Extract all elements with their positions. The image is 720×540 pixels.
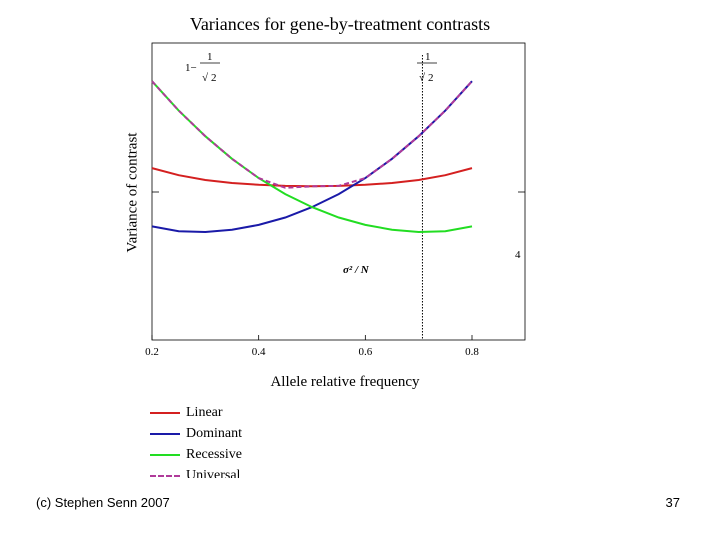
x-tick-label: 0.8 [465,346,479,358]
right-annotation-denominator: 2 [428,72,434,84]
x-tick-label: 0.6 [358,346,373,358]
footer-copyright: (c) Stephen Senn 2007 [36,495,170,510]
series-line-universal [151,80,473,189]
sigma-label: σ² / N [343,264,370,276]
plot-frame [151,42,526,341]
left-sqrt-sign: √ [202,72,209,84]
right-margin-label: 4 [515,249,521,261]
legend-label-dominant: Dominant [186,425,242,441]
legend-item-linear: Linear [150,402,250,423]
left-annotation: 1− 1 √ 2 [185,51,220,84]
legend-label-universal: Universal [186,467,241,479]
series-line-dominant [151,80,473,234]
right-annotation: 1 √ 2 [417,51,437,84]
legend-swatch-universal [150,474,180,477]
legend-label-recessive: Recessive [186,446,242,462]
x-axis-label: Allele relative frequency [270,374,420,390]
axis-ticks [151,335,473,340]
left-annotation-numerator: 1 [207,51,213,63]
legend: Linear Dominant Recessive Universal [150,402,250,478]
legend-swatch-recessive [150,453,180,456]
chart-title: Variances for gene-by-treatment contrast… [189,14,491,34]
right-annotation-numerator: 1 [425,51,431,63]
right-sqrt-sign: √ [419,72,426,84]
series-line-linear [151,167,473,188]
x-tick-label: 0.4 [251,346,266,358]
page-number: 37 [665,495,680,510]
legend-item-universal: Universal [150,465,250,478]
legend-label-linear: Linear [186,404,223,420]
legend-item-dominant: Dominant [150,423,250,444]
legend-swatch-dominant [150,432,180,435]
legend-swatch-linear [150,411,180,414]
x-tick-label: 0.2 [145,346,159,358]
legend-item-recessive: Recessive [150,444,250,465]
series-layer [151,80,473,234]
left-annotation-prefix: 1− [185,62,197,74]
series-line-recessive [151,80,473,234]
left-annotation-denominator: 2 [211,72,217,84]
